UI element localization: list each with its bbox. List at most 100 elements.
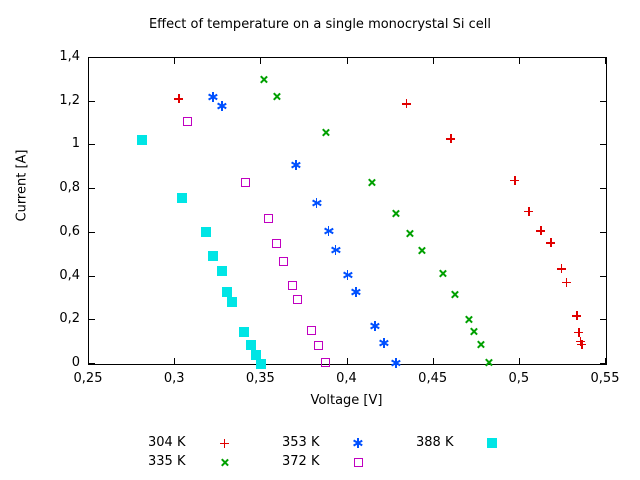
open-square-marker — [279, 256, 289, 266]
asterisk-marker — [217, 101, 227, 112]
plus-marker — [536, 226, 545, 236]
x-tick-mark — [605, 358, 606, 364]
cross-marker — [367, 178, 376, 187]
cross-marker — [476, 340, 485, 349]
filled-square-marker — [251, 350, 262, 361]
y-tick-mark — [89, 188, 95, 190]
filled-square-marker — [239, 327, 250, 338]
legend-label: 335 K — [148, 454, 186, 469]
legend-label: 304 K — [148, 435, 186, 450]
plus-marker — [219, 438, 229, 448]
x-tick-label: 0,45 — [418, 371, 448, 386]
filled-square-marker — [221, 286, 232, 297]
cross-marker — [220, 458, 229, 467]
filled-square-marker — [201, 226, 212, 237]
cross-marker — [391, 209, 400, 218]
plus-marker — [446, 134, 456, 144]
plus-marker — [174, 93, 184, 103]
x-tick-label: 0,35 — [245, 371, 275, 386]
y-tick-mark — [89, 231, 95, 233]
x-tick-mark — [346, 358, 348, 364]
filled-square-marker — [227, 296, 238, 307]
y-tick-label: 0,6 — [59, 223, 80, 239]
y-tick-label: 1 — [71, 136, 80, 152]
legend-label: 388 K — [416, 435, 454, 450]
filled-square-marker — [256, 359, 267, 369]
cross-marker — [417, 246, 426, 255]
plus-marker — [546, 238, 556, 248]
open-square-marker — [306, 325, 316, 335]
x-tick-mark — [346, 58, 348, 64]
asterisk-marker — [208, 92, 218, 103]
x-tick-label: 0,25 — [73, 371, 103, 386]
y-tick-label: 0,8 — [59, 180, 80, 196]
legend-label: 353 K — [282, 435, 320, 450]
cross-marker — [450, 290, 459, 299]
y-tick-mark — [600, 363, 606, 364]
legend-label: 372 K — [282, 454, 320, 469]
asterisk-marker — [379, 338, 389, 349]
open-square-marker — [353, 457, 363, 467]
filled-square-marker — [216, 266, 227, 277]
x-tick-label: 0,3 — [163, 371, 185, 386]
y-tick-mark — [89, 100, 95, 102]
plus-marker — [577, 339, 587, 349]
filled-square-marker — [487, 438, 497, 448]
open-square-marker — [293, 295, 303, 305]
y-tick-mark — [89, 363, 95, 364]
plus-marker — [401, 99, 411, 109]
asterisk-marker — [323, 225, 334, 236]
asterisk-marker — [291, 160, 301, 171]
y-tick-mark — [600, 188, 606, 190]
plus-marker — [561, 277, 571, 287]
cross-marker — [259, 75, 268, 84]
y-tick-mark — [600, 275, 606, 277]
filled-square-marker — [245, 340, 256, 351]
asterisk-marker — [353, 438, 363, 448]
cross-marker — [405, 229, 414, 238]
plus-marker — [556, 264, 566, 274]
y-tick-label: 0,4 — [59, 267, 80, 283]
plus-marker — [523, 206, 533, 216]
asterisk-marker — [391, 357, 401, 368]
asterisk-marker — [351, 286, 361, 297]
open-square-marker — [313, 340, 323, 350]
cross-marker — [321, 128, 330, 137]
x-tick-label: 0,4 — [336, 371, 357, 386]
x-tick-mark — [174, 58, 176, 64]
asterisk-marker — [330, 245, 341, 256]
open-square-marker — [320, 358, 330, 368]
cross-marker — [484, 358, 493, 367]
x-tick-mark — [260, 58, 262, 64]
y-tick-mark — [89, 144, 95, 146]
plus-marker — [572, 311, 582, 321]
x-tick-mark — [605, 58, 606, 64]
y-tick-mark — [600, 100, 606, 102]
y-tick-label: 1,4 — [59, 49, 80, 64]
open-square-marker — [287, 280, 297, 290]
plus-marker — [573, 327, 583, 337]
plus-marker — [575, 336, 585, 346]
asterisk-marker — [370, 320, 380, 331]
cross-marker — [438, 269, 447, 278]
x-tick-label: 0,5 — [508, 371, 530, 386]
cross-marker — [464, 315, 473, 324]
open-square-marker — [272, 239, 282, 249]
y-tick-mark — [600, 319, 606, 321]
y-tick-label: 1,2 — [59, 92, 80, 108]
x-axis-label: Voltage [V] — [310, 393, 383, 408]
y-tick-label: 0 — [71, 355, 80, 370]
x-tick-mark — [432, 58, 434, 64]
y-tick-mark — [600, 144, 606, 146]
asterisk-marker — [311, 198, 322, 209]
plus-marker — [510, 175, 520, 185]
x-tick-mark — [432, 358, 434, 364]
filled-square-marker — [177, 192, 188, 203]
x-tick-mark — [174, 358, 176, 364]
open-square-marker — [263, 214, 273, 224]
x-tick-mark — [518, 358, 520, 364]
chart-legend: 304 K 335 K 353 K 372 K 388 K — [148, 434, 568, 474]
y-tick-mark — [89, 275, 95, 277]
asterisk-marker — [342, 270, 353, 281]
